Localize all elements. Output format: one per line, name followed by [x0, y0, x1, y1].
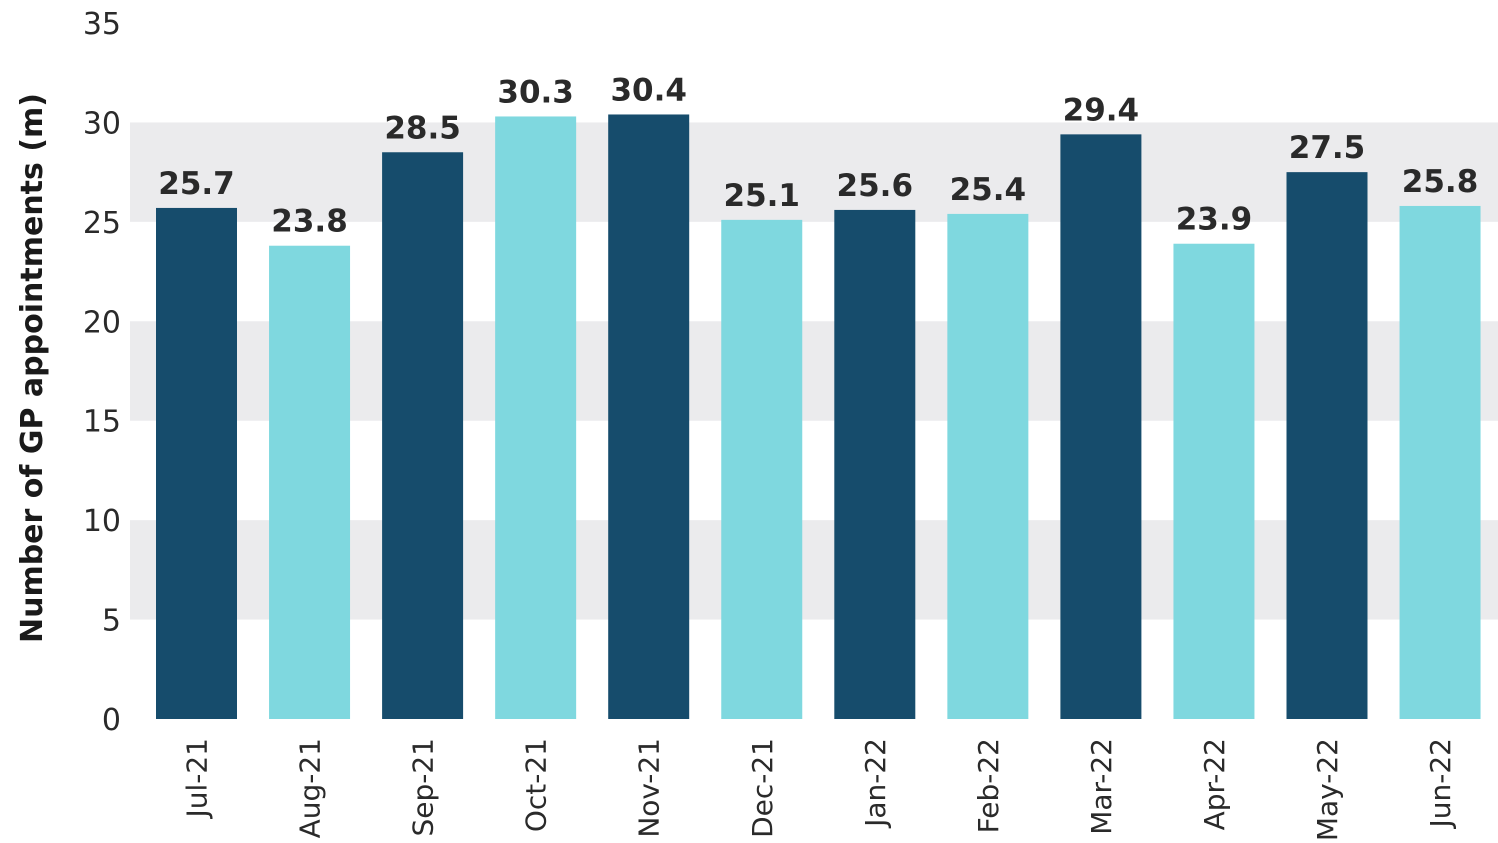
y-tick-label: 0 — [102, 703, 121, 738]
y-tick-label: 35 — [83, 7, 121, 42]
grid-band — [130, 520, 1498, 620]
data-label: 30.3 — [497, 74, 574, 110]
y-tick-label: 25 — [83, 206, 121, 241]
x-axis-ticks: Jul-21 Aug-21 Sep-21 Oct-21 Nov-21 Dec-21 Jan-… — [181, 738, 1458, 841]
data-label: 25.6 — [837, 168, 914, 204]
bar-dec-21 — [721, 219, 803, 719]
bar-sep-21 — [382, 152, 464, 719]
bar-aug-21 — [269, 245, 351, 719]
x-tick-label: Oct-21 — [520, 738, 553, 832]
x-tick-label: Feb-22 — [972, 738, 1005, 833]
bar-jun-22 — [1399, 205, 1481, 719]
data-label: 30.4 — [610, 72, 687, 108]
data-label: 27.5 — [1289, 130, 1366, 166]
bar-apr-22 — [1173, 243, 1255, 719]
bar-feb-22 — [947, 213, 1029, 719]
data-label: 25.4 — [950, 172, 1027, 208]
y-tick-label: 5 — [102, 604, 121, 639]
x-tick-label: May-22 — [1311, 738, 1344, 841]
y-axis-ticks: 0 5 10 15 20 25 30 35 — [83, 7, 121, 738]
bar-may-22 — [1286, 172, 1368, 720]
y-tick-label: 15 — [83, 405, 121, 440]
bar-jan-22 — [834, 209, 916, 719]
y-axis-label: Number of GP appointments (m) — [15, 93, 50, 643]
data-label: 25.1 — [724, 178, 801, 214]
data-labels: 25.7 23.8 28.5 30.3 30.4 25.1 25.6 25.4 29.4 23.9… — [158, 72, 1478, 239]
grid-bands — [130, 122, 1498, 620]
x-tick-label: Aug-21 — [294, 738, 327, 838]
bars — [156, 114, 1481, 720]
grid-band — [130, 122, 1498, 222]
bar-jul-21 — [156, 207, 237, 720]
data-label: 23.9 — [1176, 202, 1253, 238]
x-tick-label: Mar-22 — [1085, 738, 1118, 835]
y-tick-label: 20 — [83, 305, 121, 340]
data-label: 28.5 — [384, 110, 461, 146]
bar-mar-22 — [1060, 134, 1142, 720]
data-label: 29.4 — [1063, 92, 1140, 128]
x-tick-label: Jul-21 — [181, 738, 214, 820]
x-tick-label: Sep-21 — [407, 738, 440, 837]
y-tick-label: 30 — [83, 106, 121, 141]
x-tick-label: Jun-22 — [1424, 738, 1457, 829]
data-label: 23.8 — [271, 204, 348, 240]
y-tick-label: 10 — [83, 504, 121, 539]
bar-nov-21 — [608, 114, 690, 719]
x-tick-label: Jan-22 — [859, 738, 892, 829]
x-tick-label: Dec-21 — [746, 738, 779, 838]
x-tick-label: Apr-22 — [1198, 738, 1231, 830]
grid-band — [130, 321, 1498, 421]
bar-oct-21 — [495, 116, 577, 719]
data-label: 25.8 — [1402, 164, 1479, 200]
x-tick-label: Nov-21 — [633, 738, 666, 838]
data-label: 25.7 — [158, 166, 235, 202]
